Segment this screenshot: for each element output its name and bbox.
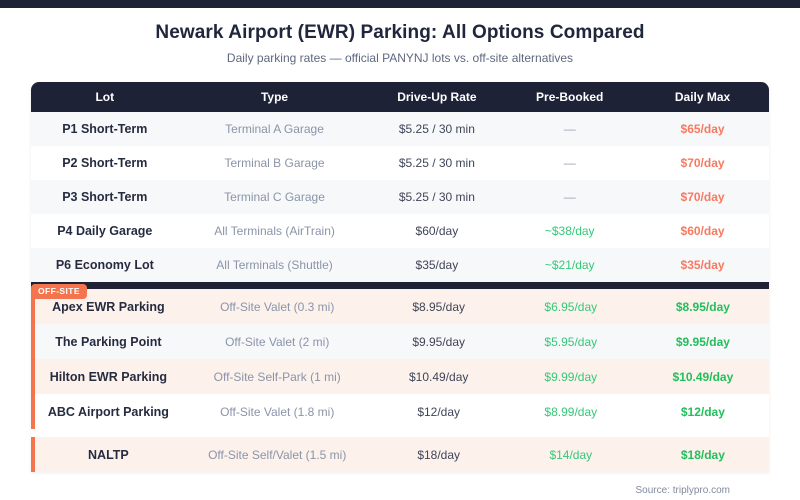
top-accent-bar [0, 0, 800, 8]
offsite-badge: OFF-SITE [31, 284, 87, 299]
drive-up-rate-cell: $12/day [417, 404, 461, 419]
offsite-section: OFF-SITE Apex EWR Parking Off-Site Valet… [31, 284, 769, 429]
pre-booked-cell: ~$38/day [544, 224, 595, 238]
daily-max-cell: $70/day [680, 190, 725, 204]
pre-booked-cell: — [563, 190, 576, 204]
pre-booked-cell: ~$21/day [544, 258, 595, 272]
lot-cell: NALTP [88, 447, 129, 462]
column-header-drive-up-rate: Drive-Up Rate [397, 90, 477, 104]
daily-max-cell: $65/day [680, 122, 725, 136]
type-cell: All Terminals (Shuttle) [216, 258, 333, 272]
source-attribution: Source: triplypro.com [635, 485, 730, 496]
lot-cell: P4 Daily Garage [57, 224, 153, 238]
table-row: Hilton EWR Parking Off-Site Self-Park (1… [35, 359, 769, 394]
type-cell: Terminal C Garage [224, 190, 325, 204]
type-cell: Off-Site Self-Park (1 mi) [213, 369, 341, 384]
drive-up-rate-cell: $5.25 / 30 min [398, 156, 475, 170]
table-row: P4 Daily Garage All Terminals (AirTrain)… [31, 214, 769, 248]
type-cell: Off-Site Self/Valet (1.5 mi) [208, 447, 347, 462]
pre-booked-cell: — [563, 156, 576, 170]
type-cell: Terminal A Garage [225, 122, 324, 136]
daily-max-cell: $35/day [680, 258, 725, 272]
type-cell: Off-Site Valet (1.8 mi) [220, 404, 335, 419]
type-cell: All Terminals (AirTrain) [214, 224, 335, 238]
table-row: P1 Short-Term Terminal A Garage $5.25 / … [31, 112, 769, 146]
drive-up-rate-cell: $5.25 / 30 min [398, 190, 475, 204]
section-divider-bar [31, 282, 769, 289]
table-row: ABC Airport Parking Off-Site Valet (1.8 … [35, 394, 769, 429]
lot-cell: P2 Short-Term [62, 156, 148, 170]
table-header-row: Lot Type Drive-Up Rate Pre-Booked Daily … [31, 82, 769, 112]
type-cell: Off-Site Valet (2 mi) [225, 334, 330, 349]
pre-booked-cell: $14/day [549, 447, 593, 462]
daily-max-cell: $8.95/day [675, 299, 730, 314]
table-row: The Parking Point Off-Site Valet (2 mi) … [35, 324, 769, 359]
table-row: P2 Short-Term Terminal B Garage $5.25 / … [31, 146, 769, 180]
column-header-type: Type [260, 90, 289, 104]
drive-up-rate-cell: $10.49/day [408, 369, 469, 384]
lot-cell: ABC Airport Parking [47, 404, 169, 419]
pre-booked-cell: $8.99/day [544, 404, 598, 419]
type-cell: Terminal B Garage [224, 156, 325, 170]
drive-up-rate-cell: $35/day [415, 258, 459, 272]
table-row: NALTP Off-Site Self/Valet (1.5 mi) $18/d… [35, 437, 769, 472]
lot-cell: The Parking Point [55, 334, 162, 349]
daily-max-cell: $70/day [680, 156, 725, 170]
drive-up-rate-cell: $18/day [417, 447, 461, 462]
lot-cell: Apex EWR Parking [52, 299, 165, 314]
drive-up-rate-cell: $5.25 / 30 min [398, 122, 475, 136]
table-row: Apex EWR Parking Off-Site Valet (0.3 mi)… [35, 289, 769, 324]
column-header-pre-booked: Pre-Booked [536, 90, 604, 104]
lot-cell: P6 Economy Lot [55, 258, 154, 272]
daily-max-cell: $10.49/day [672, 369, 734, 384]
daily-max-cell: $18/day [680, 447, 725, 462]
pre-booked-cell: $9.99/day [544, 369, 598, 384]
page-title: Newark Airport (EWR) Parking: All Option… [155, 22, 645, 43]
daily-max-cell: $60/day [680, 224, 725, 238]
drive-up-rate-cell: $9.95/day [412, 334, 466, 349]
column-header-daily-max: Daily Max [674, 90, 731, 104]
table-row: P6 Economy Lot All Terminals (Shuttle) $… [31, 248, 769, 282]
drive-up-rate-cell: $8.95/day [412, 299, 466, 314]
drive-up-rate-cell: $60/day [415, 224, 459, 238]
daily-max-cell: $12/day [680, 404, 725, 419]
daily-max-cell: $9.95/day [675, 334, 730, 349]
lot-cell: Hilton EWR Parking [49, 369, 168, 384]
column-header-lot: Lot [95, 90, 115, 104]
type-cell: Off-Site Valet (0.3 mi) [220, 299, 335, 314]
lot-cell: P3 Short-Term [62, 190, 148, 204]
pre-booked-cell: — [563, 122, 576, 136]
page-subtitle: Daily parking rates — official PANYNJ lo… [226, 51, 574, 65]
pre-booked-cell: $6.95/day [544, 299, 598, 314]
offsite-section-2: NALTP Off-Site Self/Valet (1.5 mi) $18/d… [31, 437, 769, 472]
parking-comparison-table: Lot Type Drive-Up Rate Pre-Booked Daily … [31, 82, 769, 472]
table-row: P3 Short-Term Terminal C Garage $5.25 / … [31, 180, 769, 214]
row-gap [31, 429, 769, 437]
lot-cell: P1 Short-Term [62, 122, 148, 136]
pre-booked-cell: $5.95/day [544, 334, 598, 349]
